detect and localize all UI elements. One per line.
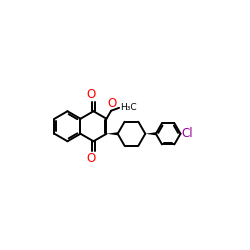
- Text: Cl: Cl: [182, 127, 193, 140]
- Text: O: O: [86, 152, 95, 165]
- Polygon shape: [145, 132, 156, 135]
- Text: O: O: [86, 88, 95, 101]
- Text: O: O: [107, 97, 116, 110]
- Polygon shape: [106, 132, 118, 135]
- Text: H₃C: H₃C: [120, 103, 136, 112]
